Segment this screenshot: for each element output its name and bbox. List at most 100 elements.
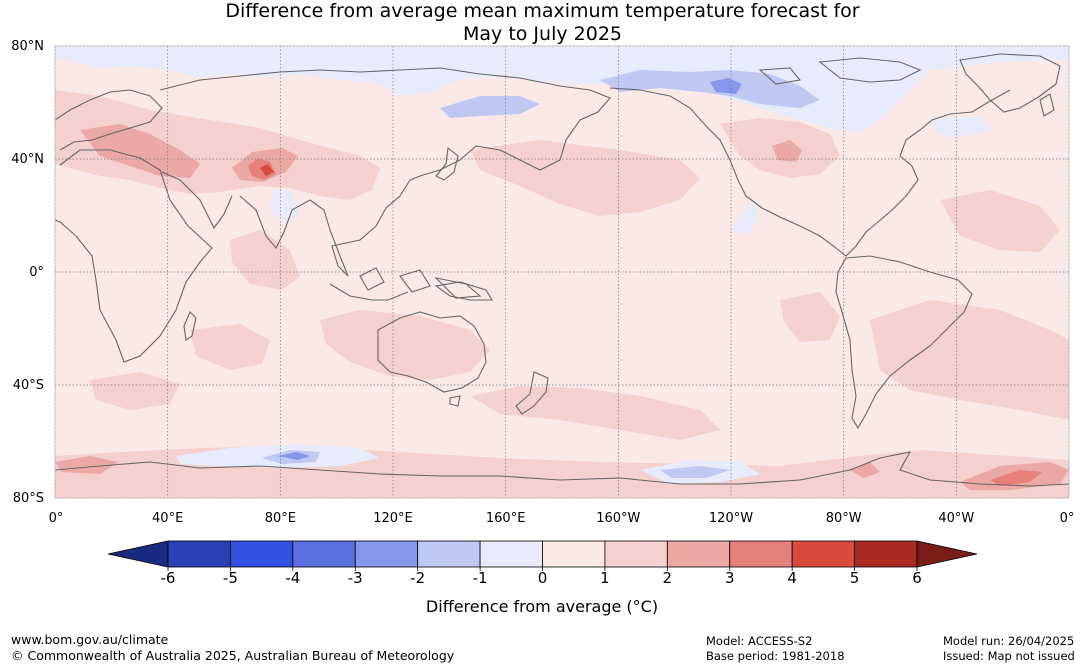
map-frame: [54, 45, 1070, 499]
coastline-indonesia: [329, 267, 482, 301]
coastline-antarctica: [55, 451, 1069, 487]
coastline-south-america: [835, 255, 973, 430]
anomaly-region: [710, 78, 742, 94]
coastlines: [55, 53, 1069, 487]
colorbar-bin: [604, 540, 668, 568]
colorbar: -6 -5 -4 -3 -2 -1 0 1 2 3 4 5 6: [107, 540, 978, 587]
colorbar-bin: [354, 540, 419, 568]
colorbar-tick-label: -5: [223, 569, 238, 587]
anomaly-region: [440, 96, 540, 118]
colorbar-tick-label: 6: [912, 569, 922, 587]
longitude-label: 120°E: [373, 511, 413, 526]
anomaly-region: [260, 164, 274, 176]
coastline-india: [239, 195, 311, 249]
anomaly-region: [660, 466, 730, 478]
website-link[interactable]: www.bom.gov.au/climate: [11, 632, 169, 647]
anomaly-region: [190, 324, 270, 370]
colorbar-bin: [292, 540, 356, 568]
colorbar-tick-label: 1: [600, 569, 610, 587]
coastline-tasmania: [449, 395, 461, 407]
footer-attribution: www.bom.gov.au/climate © Commonwealth of…: [11, 632, 454, 664]
colorbar-bin: [542, 540, 606, 568]
colorbar-tick-label: 5: [850, 569, 860, 587]
colorbar-tick-label: 3: [725, 569, 735, 587]
longitude-label: 40°W: [938, 511, 974, 526]
colorbar-bin: [729, 540, 793, 568]
longitude-labels: 0° 40°E 80°E 120°E 160°E 160°W 120°W 80°W 40°W 0°: [49, 511, 1075, 526]
anomaly-region: [772, 140, 802, 162]
anomaly-region: [930, 116, 990, 138]
anomaly-region: [80, 124, 200, 178]
footer-run-info: Model run: 26/04/2025 Issued: Map not is…: [943, 634, 1075, 664]
model-name: Model: ACCESS-S2: [706, 634, 813, 648]
longitude-label: 160°W: [596, 511, 640, 526]
colorbar-max-extension: [916, 540, 978, 568]
colorbar-tick-label: -6: [161, 569, 176, 587]
colorbar-tick-label: 4: [787, 569, 797, 587]
anomaly-region: [278, 452, 310, 460]
colorbar-bin: [230, 540, 294, 568]
copyright-text: © Commonwealth of Australia 2025, Austra…: [11, 648, 455, 663]
anomaly-region: [600, 70, 820, 108]
colorbar-bin: [417, 540, 481, 568]
title-line-1: Difference from average mean maximum tem…: [225, 0, 860, 22]
colorbar-bin: [791, 540, 855, 568]
coastline-new-zealand: [515, 371, 549, 415]
coastline-new-guinea: [434, 281, 493, 301]
coastline-africa: [55, 149, 213, 363]
coastline-arctic-islands: [758, 57, 922, 85]
anomaly-region: [850, 462, 880, 478]
title-line-2: May to July 2025: [463, 23, 622, 45]
colorbar-min-extension: [107, 540, 169, 568]
colorbar-bin: [854, 540, 918, 568]
model-run-date: Model run: 26/04/2025: [943, 634, 1075, 648]
latitude-label: 80°S: [13, 491, 44, 506]
colorbar-bin: [167, 540, 231, 568]
latitude-label: 80°N: [11, 39, 44, 54]
coastline-greenland: [959, 53, 1061, 113]
latitude-label: 40°S: [13, 378, 44, 393]
longitude-label: 80°E: [265, 511, 296, 526]
anomaly-region: [55, 456, 118, 474]
anomaly-region: [870, 300, 1069, 420]
longitude-label: 160°E: [486, 511, 526, 526]
base-period: Base period: 1981-2018: [706, 649, 845, 663]
colorbar-tick-label: -3: [348, 569, 363, 587]
longitude-label: 0°: [49, 511, 64, 526]
anomaly-region: [90, 372, 180, 410]
colorbar-tick-label: -4: [285, 569, 300, 587]
anomaly-region: [780, 292, 840, 342]
anomaly-region: [55, 90, 380, 200]
anomaly-region: [230, 230, 300, 290]
colorbar-tick-label: 0: [538, 569, 548, 587]
map-title: Difference from average mean maximum tem…: [0, 0, 1085, 46]
coastline-europe: [55, 89, 163, 151]
issued-status: Issued: Map not issued: [943, 649, 1075, 663]
longitude-label: 0°: [1060, 511, 1075, 526]
colorbar-tick-label: -2: [410, 569, 425, 587]
anomaly-region: [940, 190, 1060, 252]
latitude-labels: 80°N 40°N 0° 40°S 80°S: [11, 39, 44, 506]
coastline-australia: [377, 311, 487, 393]
anomaly-region: [320, 310, 490, 380]
anomaly-region: [270, 190, 300, 222]
anomaly-region: [55, 46, 1069, 132]
coastline-north-america: [609, 87, 1011, 257]
anomaly-region: [990, 470, 1042, 486]
coastline-asia-north: [159, 67, 611, 181]
colorbar-label: Difference from average (°C): [426, 597, 658, 616]
latitude-label: 40°N: [11, 152, 44, 167]
colorbar-bin: [666, 540, 731, 568]
coastline-japan: [435, 146, 459, 181]
anomaly-region: [730, 200, 760, 234]
colorbar-bin: [479, 540, 543, 568]
latitude-label: 0°: [29, 265, 44, 280]
longitude-label: 40°E: [152, 511, 183, 526]
coastline-madagascar: [183, 311, 197, 341]
anomaly-region: [470, 386, 720, 440]
longitude-label: 80°W: [826, 511, 862, 526]
footer-model-info: Model: ACCESS-S2 Base period: 1981-2018: [706, 634, 845, 664]
colorbar-tick-label: -1: [473, 569, 488, 587]
coastline-se-asia: [309, 179, 411, 277]
